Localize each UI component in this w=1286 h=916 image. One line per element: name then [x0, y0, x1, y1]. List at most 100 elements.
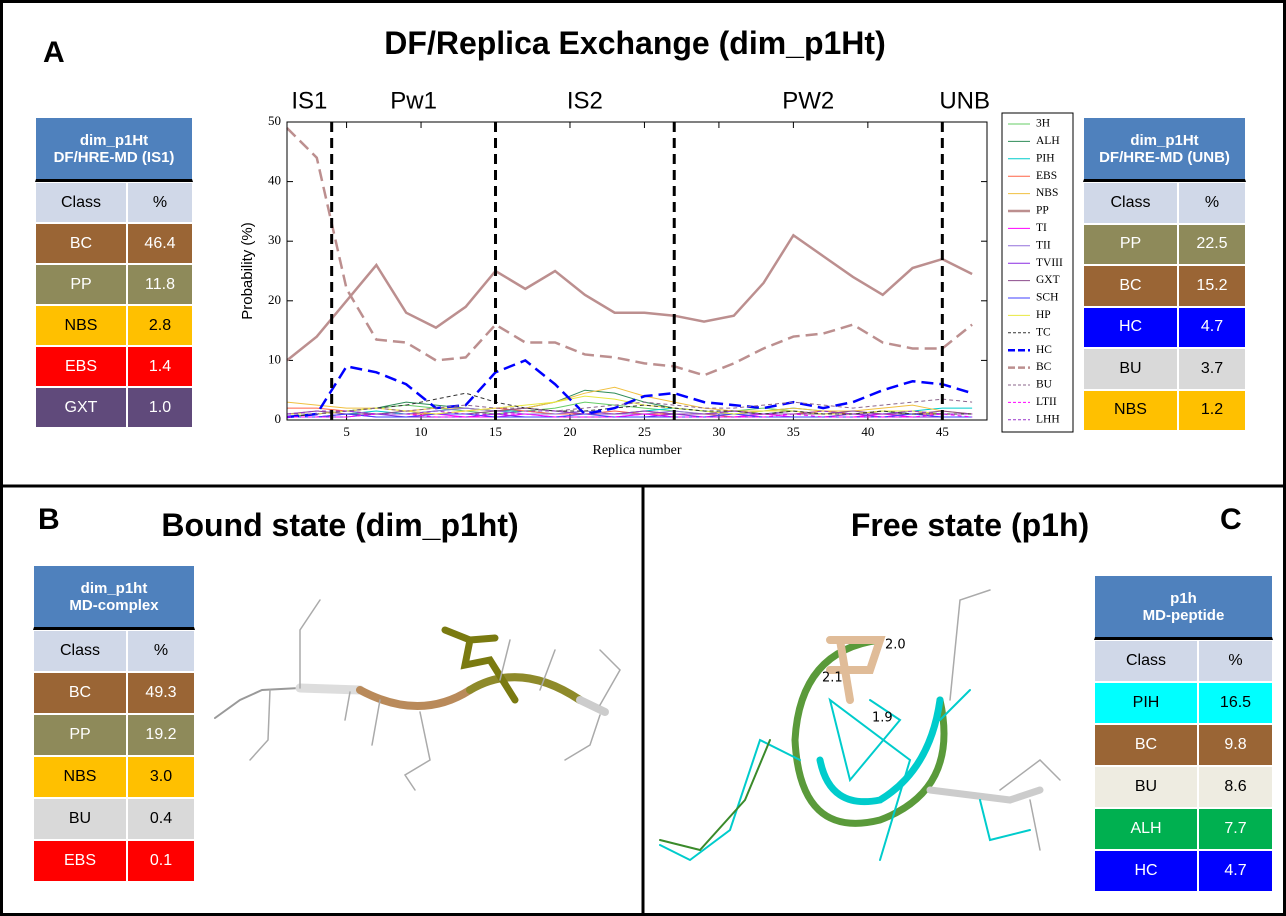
x-tick-label: 30	[712, 424, 725, 439]
value-cell: 9.8	[1198, 724, 1273, 766]
x-tick-label: 35	[787, 424, 800, 439]
column-header: Class	[1083, 182, 1178, 224]
class-cell: HC	[1083, 307, 1178, 349]
class-cell: HC	[1094, 850, 1198, 892]
header-line: MD-peptide	[1143, 607, 1225, 624]
value-cell: 19.2	[127, 714, 195, 756]
value-cell: 2.8	[127, 305, 193, 346]
legend-label: HP	[1036, 309, 1051, 321]
value-cell: 16.5	[1198, 682, 1273, 724]
class-cell: ALH	[1094, 808, 1198, 850]
class-cell: NBS	[35, 305, 127, 346]
series-line	[287, 387, 972, 414]
figure: 2.02.11.90102030405051015202530354045Rep…	[0, 0, 1286, 916]
legend-label: TVIII	[1036, 257, 1063, 269]
class-cell: BC	[33, 672, 127, 714]
x-tick-label: 25	[638, 424, 651, 439]
legend-label: ALH	[1036, 135, 1060, 147]
x-tick-label: 20	[563, 424, 576, 439]
x-tick-label: 40	[861, 424, 874, 439]
series-line	[287, 128, 972, 375]
column-header: Class	[33, 630, 127, 672]
panel-letter: C	[1220, 503, 1242, 537]
value-cell: 22.5	[1178, 224, 1246, 266]
legend-label: TC	[1036, 326, 1051, 338]
table-header: dim_p1HtDF/HRE-MD (IS1)	[35, 117, 193, 182]
value-cell: 8.6	[1198, 766, 1273, 808]
class-cell: GXT	[35, 387, 127, 428]
class-cell: BC	[1083, 265, 1178, 307]
y-tick-label: 30	[268, 232, 281, 247]
x-tick-label: 5	[343, 424, 350, 439]
region-label: IS1	[291, 87, 327, 114]
legend-label: GXT	[1036, 274, 1060, 286]
legend-label: HC	[1036, 344, 1052, 356]
legend-label: 3H	[1036, 118, 1050, 130]
legend-label: BU	[1036, 379, 1053, 391]
legend-label: BC	[1036, 361, 1052, 373]
value-cell: 1.4	[127, 346, 193, 387]
legend-label: TI	[1036, 222, 1047, 234]
distance-label: 1.9	[872, 711, 893, 726]
value-cell: 0.1	[127, 840, 195, 882]
y-tick-label: 50	[268, 113, 281, 128]
panel-letter: A	[43, 36, 65, 70]
value-cell: 15.2	[1178, 265, 1246, 307]
value-cell: 3.7	[1178, 348, 1246, 390]
region-label: IS2	[567, 87, 603, 114]
class-cell: PP	[1083, 224, 1178, 266]
panel-title: DF/Replica Exchange (dim_p1Ht)	[384, 25, 885, 62]
legend-label: LTII	[1036, 396, 1057, 408]
panel-title: Bound state (dim_p1ht)	[161, 507, 518, 544]
region-label: Pw1	[390, 87, 437, 114]
class-cell: EBS	[35, 346, 127, 387]
header-line: MD-complex	[69, 597, 158, 614]
column-header: %	[1178, 182, 1246, 224]
y-axis-label: Probability (%)	[239, 222, 256, 320]
value-cell: 0.4	[127, 798, 195, 840]
header-line: DF/HRE-MD (UNB)	[1099, 149, 1230, 166]
value-cell: 4.7	[1198, 850, 1273, 892]
legend-label: LHH	[1036, 413, 1060, 425]
y-tick-label: 0	[275, 411, 282, 426]
column-header: Class	[1094, 640, 1198, 682]
distance-label: 2.1	[822, 671, 843, 686]
class-cell: PP	[33, 714, 127, 756]
header-line: dim_p1Ht	[1130, 132, 1198, 149]
x-axis-label: Replica number	[592, 443, 681, 458]
legend-label: TII	[1036, 239, 1051, 251]
value-cell: 4.7	[1178, 307, 1246, 349]
y-tick-label: 10	[268, 351, 281, 366]
class-cell: NBS	[1083, 390, 1178, 432]
region-label: UNB	[939, 87, 990, 114]
series-line	[287, 235, 972, 360]
legend-label: EBS	[1036, 170, 1057, 182]
data-table: dim_p1HtDF/HRE-MD (IS1)Class%BC46.4PP11.…	[35, 117, 193, 428]
value-cell: 1.2	[1178, 390, 1246, 432]
value-cell: 49.3	[127, 672, 195, 714]
value-cell: 7.7	[1198, 808, 1273, 850]
series-line	[287, 360, 972, 417]
class-cell: PIH	[1094, 682, 1198, 724]
column-header: %	[1198, 640, 1273, 682]
x-tick-label: 45	[936, 424, 949, 439]
class-cell: EBS	[33, 840, 127, 882]
value-cell: 11.8	[127, 264, 193, 305]
x-tick-label: 10	[415, 424, 428, 439]
class-cell: NBS	[33, 756, 127, 798]
header-line: DF/HRE-MD (IS1)	[54, 149, 175, 166]
panel-letter: B	[38, 503, 60, 537]
y-tick-label: 40	[268, 173, 281, 188]
header-line: p1h	[1170, 590, 1197, 607]
column-header: %	[127, 630, 195, 672]
class-cell: BU	[33, 798, 127, 840]
class-cell: BU	[1083, 348, 1178, 390]
legend-label: PIH	[1036, 152, 1055, 164]
legend-label: SCH	[1036, 292, 1058, 304]
